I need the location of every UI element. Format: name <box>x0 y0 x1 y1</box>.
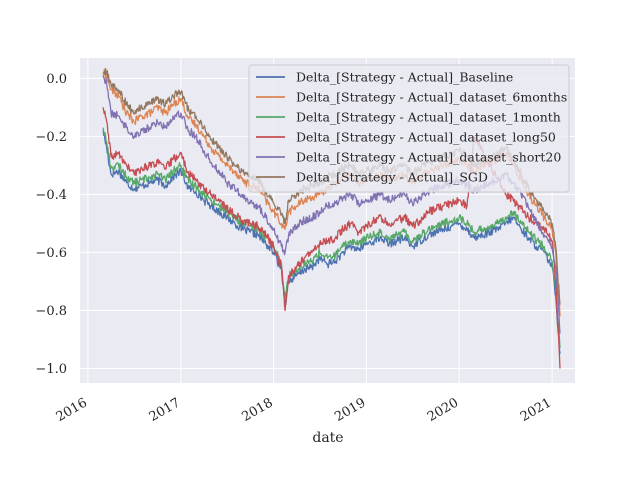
x-tick-label: 2016 <box>54 395 90 425</box>
x-tick-label: 2017 <box>147 395 183 425</box>
x-tick-label: 2021 <box>518 395 554 425</box>
legend-label: Delta_[Strategy - Actual]_Baseline <box>296 70 513 85</box>
y-tick-label: −0.2 <box>35 130 67 145</box>
legend-label: Delta_[Strategy - Actual]_dataset_long50 <box>296 130 556 145</box>
legend-label: Delta_[Strategy - Actual]_dataset_6month… <box>296 90 567 105</box>
legend-box <box>248 64 570 193</box>
y-tick-label: 0.0 <box>46 72 67 87</box>
legend-label: Delta_[Strategy - Actual]_SGD <box>296 170 488 185</box>
legend-label: Delta_[Strategy - Actual]_dataset_1month <box>296 110 561 125</box>
legend-entries: Delta_[Strategy - Actual]_Baseline Delta_… <box>256 70 567 185</box>
x-tick-label: 2020 <box>425 395 461 425</box>
y-tick-label: −0.6 <box>35 246 67 261</box>
x-tick-label: 2019 <box>332 395 368 425</box>
x-axis-title: date <box>312 430 343 446</box>
y-tick-label: −0.8 <box>35 304 67 319</box>
series-line-0 <box>102 130 561 355</box>
legend-label: Delta_[Strategy - Actual]_dataset_short2… <box>296 150 561 165</box>
y-tick-label: −1.0 <box>35 362 67 377</box>
y-tick-label: −0.4 <box>35 188 67 203</box>
x-tick-label: 2018 <box>239 395 275 425</box>
x-tick-labels: 2016 2017 2018 2019 2020 2021 <box>54 395 554 425</box>
legend: Delta_[Strategy - Actual]_Baseline Delta_… <box>248 64 570 193</box>
y-tick-labels: 0.0 −0.2 −0.4 −0.6 −0.8 −1.0 <box>35 72 67 377</box>
series-line-2 <box>102 127 561 349</box>
